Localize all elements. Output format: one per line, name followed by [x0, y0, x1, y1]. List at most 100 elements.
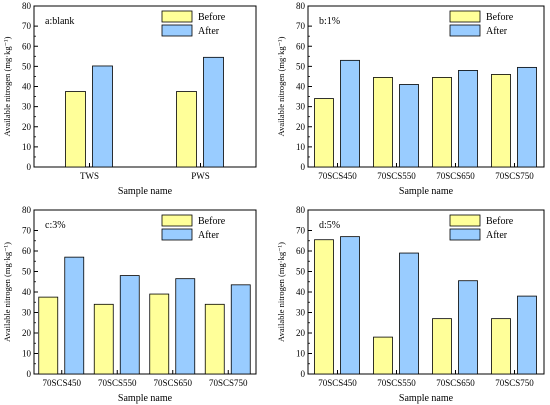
x-tick-label: 70SCS750	[209, 378, 248, 388]
y-tick-label: 80	[22, 205, 32, 215]
bar-after	[92, 65, 113, 168]
x-tick-label: 70SCS450	[318, 378, 357, 388]
x-tick-label: 70SCS650	[436, 378, 475, 388]
legend-label: After	[198, 230, 220, 241]
legend-swatch-after	[449, 228, 481, 241]
x-tick-label: TWS	[80, 171, 99, 181]
x-tick-label: 70SCS650	[153, 378, 192, 388]
y-tick-label: 70	[22, 21, 32, 31]
x-axis-title: Sample name	[399, 393, 454, 404]
y-tick-label: 60	[22, 41, 32, 51]
bar-after	[517, 66, 537, 168]
bar-after	[64, 256, 85, 375]
y-tick-label: 0	[27, 162, 32, 172]
legend-swatch-before	[161, 10, 193, 23]
legend-swatch-before	[161, 214, 193, 227]
y-tick-label: 20	[296, 122, 306, 132]
y-tick-label: 80	[22, 1, 32, 11]
y-tick-label: 80	[296, 205, 306, 215]
y-tick-label: 20	[22, 122, 32, 132]
x-tick-label: 70SCS650	[436, 171, 475, 181]
y-tick-label: 60	[296, 41, 306, 51]
y-tick-label: 30	[22, 308, 32, 318]
y-tick-label: 10	[22, 142, 32, 152]
legend-swatch-after	[161, 24, 193, 37]
legend-swatch-after	[161, 228, 193, 241]
legend-label: Before	[486, 216, 514, 227]
y-tick-label: 50	[296, 61, 306, 71]
legend-label: Before	[486, 12, 514, 23]
legend-swatch-before	[449, 10, 481, 23]
y-tick-label: 40	[22, 82, 32, 92]
legend-label: Before	[198, 12, 226, 23]
y-axis-title: Available nitrogen (mg·kg⁻¹)	[276, 36, 286, 136]
y-tick-label: 10	[296, 349, 306, 359]
y-tick-label: 50	[22, 61, 32, 71]
chart-panel-3: 0 10 20 30 40 50 60 70 80 70SCS450 70SCS550 70SCS65…	[2, 205, 257, 404]
bar-before	[38, 296, 59, 375]
legend-swatch-before	[449, 214, 481, 227]
panel-label: b:1%	[319, 16, 340, 27]
x-tick-label: 70SCS450	[42, 378, 81, 388]
y-tick-label: 0	[301, 369, 306, 379]
bar-before	[149, 293, 170, 375]
bar-before	[314, 98, 334, 168]
y-tick-label: 60	[22, 246, 32, 256]
bar-after	[340, 236, 360, 375]
y-tick-label: 80	[296, 1, 306, 11]
y-tick-label: 30	[296, 308, 306, 318]
y-tick-label: 40	[22, 287, 32, 297]
bar-before	[314, 239, 334, 375]
y-tick-label: 30	[296, 102, 306, 112]
bar-after	[230, 284, 251, 375]
y-tick-label: 30	[22, 102, 32, 112]
y-tick-label: 60	[296, 246, 306, 256]
bar-after	[399, 252, 419, 375]
bar-after	[517, 295, 537, 375]
legend-label: After	[486, 26, 508, 37]
bar-before	[373, 336, 393, 375]
bar-after	[119, 275, 140, 375]
x-tick-label: PWS	[191, 171, 210, 181]
legend-swatch-after	[449, 24, 481, 37]
y-tick-label: 50	[22, 267, 32, 277]
bar-after	[399, 84, 419, 168]
bar-before	[204, 303, 225, 375]
y-tick-label: 0	[301, 162, 306, 172]
bar-after	[458, 280, 478, 375]
y-tick-label: 70	[22, 226, 32, 236]
legend-label: Before	[198, 216, 226, 227]
bar-before	[491, 318, 511, 375]
y-tick-label: 40	[296, 287, 306, 297]
bar-after	[340, 59, 360, 168]
chart-panel-4: 0 10 20 30 40 50 60 70 80 70SCS450 70SCS550 70SCS65…	[276, 205, 545, 404]
x-tick-label: 70SCS750	[495, 171, 534, 181]
bar-before	[176, 91, 197, 168]
y-tick-label: 0	[27, 369, 32, 379]
panel-label: c:3%	[45, 220, 66, 231]
chart-panel-1: 0 10 20 30 40 50 60 70 80 TWS PWS a:blank Before Afte…	[2, 1, 257, 197]
bar-before	[65, 91, 86, 168]
x-axis-title: Sample name	[118, 186, 173, 197]
legend-label: After	[486, 230, 508, 241]
bar-before	[93, 303, 114, 375]
bar-before	[491, 74, 511, 168]
y-tick-label: 10	[296, 142, 306, 152]
x-tick-label: 70SCS750	[495, 378, 534, 388]
y-tick-label: 50	[296, 267, 306, 277]
y-axis-title: Available nitrogen (mg·kg⁻¹)	[276, 242, 286, 342]
x-tick-label: 70SCS550	[377, 171, 416, 181]
x-axis-title: Sample name	[399, 186, 454, 197]
bar-before	[373, 77, 393, 168]
y-axis-title: Available nitrogen (mg·kg⁻¹)	[2, 36, 12, 136]
bar-after	[203, 56, 224, 168]
y-tick-label: 70	[296, 21, 306, 31]
y-tick-label: 10	[22, 349, 32, 359]
y-tick-label: 20	[22, 328, 32, 338]
bar-after	[458, 70, 478, 168]
x-tick-label: 70SCS550	[377, 378, 416, 388]
bar-after	[175, 278, 196, 375]
x-axis-title: Sample name	[118, 393, 173, 404]
bar-before	[432, 318, 452, 375]
